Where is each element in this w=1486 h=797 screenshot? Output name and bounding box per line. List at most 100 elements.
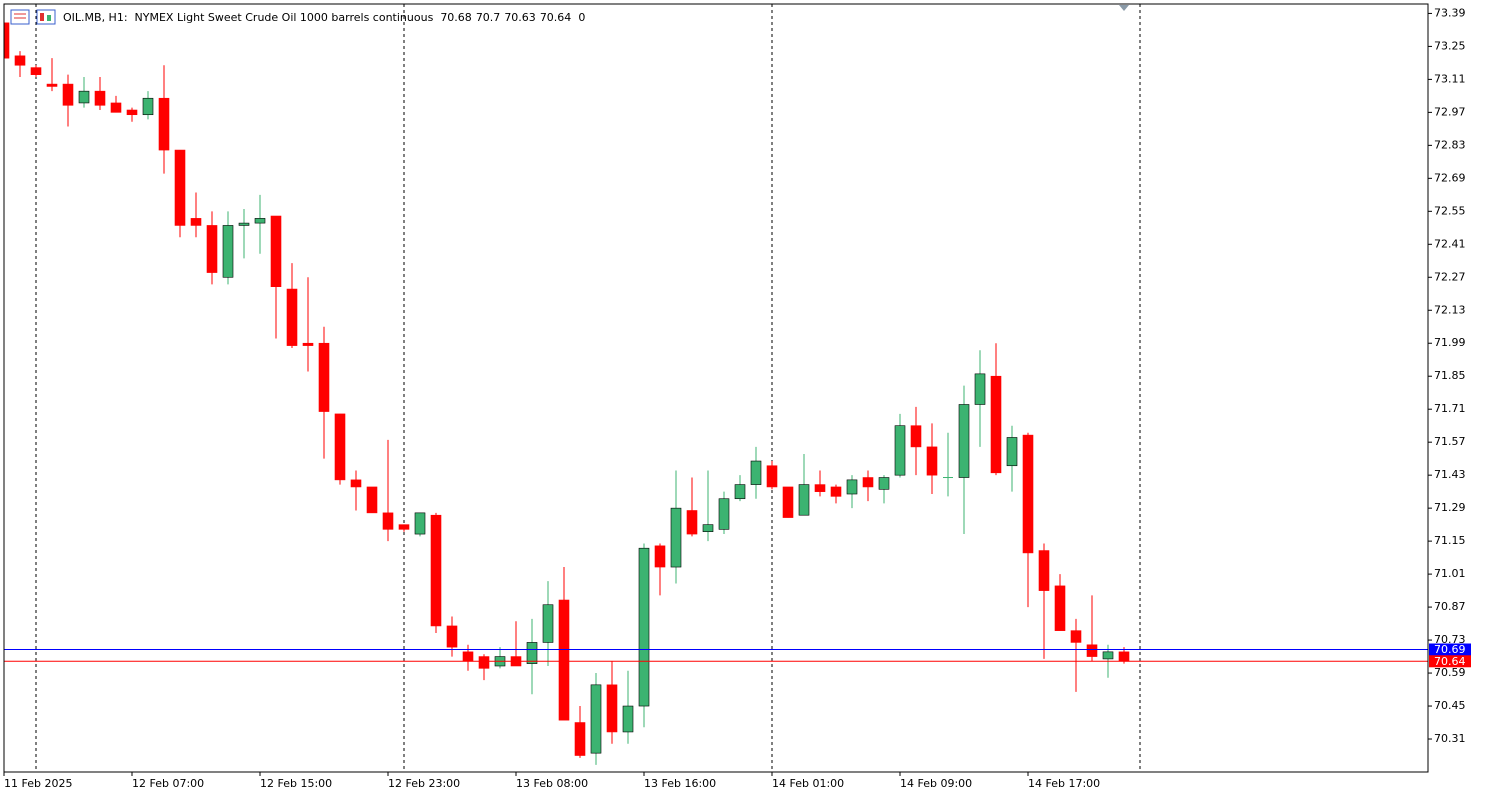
- y-tick-label: 71.71: [1434, 402, 1466, 415]
- y-tick-label: 71.29: [1434, 501, 1466, 514]
- symbol: OIL.MB, H1:: [63, 11, 128, 24]
- x-tick-label: 14 Feb 09:00: [900, 777, 972, 790]
- candle-body: [382, 512, 394, 530]
- candle-body: [334, 413, 346, 481]
- candle-body: [542, 604, 554, 643]
- candle-body: [1022, 434, 1034, 554]
- candle-body: [814, 484, 826, 492]
- candle-body: [718, 498, 730, 530]
- bid-label: 70.64: [1434, 655, 1466, 668]
- candle-body: [686, 510, 698, 535]
- shift-marker: [1119, 5, 1129, 11]
- icon: [10, 9, 30, 25]
- y-tick-label: 70.31: [1434, 732, 1466, 745]
- candle-body: [206, 225, 218, 273]
- plot: [4, 4, 1428, 772]
- candle-body: [670, 507, 682, 568]
- candle-body: [78, 90, 90, 104]
- candle-body: [526, 642, 538, 664]
- y-tick-label: 71.01: [1434, 567, 1466, 580]
- header: OIL.MB, H1: NYMEX Light Sweet Crude Oil 1…: [63, 11, 585, 24]
- candle-body: [782, 486, 794, 518]
- volume: 0: [578, 11, 585, 24]
- y-tick-label: 71.15: [1434, 534, 1466, 547]
- y-tick-label: 70.59: [1434, 666, 1466, 679]
- x-tick-label: 11 Feb 2025: [4, 777, 72, 790]
- candle-body: [766, 465, 778, 488]
- candle-body: [30, 67, 42, 75]
- y-tick-label: 71.57: [1434, 435, 1466, 448]
- candle-body: [350, 479, 362, 488]
- y-tick-label: 70.45: [1434, 699, 1466, 712]
- icon-bar: [40, 13, 44, 21]
- candle-body: [958, 404, 970, 478]
- x-tick-label: 14 Feb 01:00: [772, 777, 844, 790]
- candle-body: [222, 225, 234, 278]
- y-tick-label: 72.83: [1434, 138, 1466, 151]
- y-tick-label: 72.69: [1434, 171, 1466, 184]
- description: NYMEX Light Sweet Crude Oil 1000 barrels…: [135, 11, 434, 24]
- candle-body: [798, 484, 810, 516]
- candle-body: [414, 512, 426, 535]
- candle-body: [366, 486, 378, 514]
- candle-body: [270, 215, 282, 287]
- y-tick-label: 73.39: [1434, 6, 1466, 19]
- candle-body: [862, 477, 874, 488]
- x-tick-label: 13 Feb 08:00: [516, 777, 588, 790]
- candle-body: [878, 477, 890, 490]
- candle-body: [398, 524, 410, 530]
- y-tick-label: 73.11: [1434, 72, 1466, 85]
- candle-body: [318, 342, 330, 412]
- y-tick-label: 72.13: [1434, 303, 1466, 316]
- x-tick-label: 12 Feb 07:00: [132, 777, 204, 790]
- candle-body: [702, 524, 714, 533]
- candle-body: [94, 90, 106, 106]
- candle-body: [1118, 651, 1130, 662]
- y-tick-label: 72.97: [1434, 105, 1466, 118]
- y-tick-label: 70.87: [1434, 600, 1466, 613]
- candle-body: [254, 218, 266, 224]
- last-high: 70.7: [476, 11, 501, 24]
- candle-body: [606, 684, 618, 733]
- candle-body: [46, 83, 58, 87]
- candle-body: [654, 545, 666, 568]
- y-tick-label: 72.55: [1434, 204, 1466, 217]
- candle-body: [462, 651, 474, 662]
- candle-body: [1006, 437, 1018, 467]
- icon-bar: [47, 15, 51, 21]
- y-tick-label: 70.73: [1434, 633, 1466, 646]
- last-close: 70.64: [540, 11, 572, 24]
- candle-body: [990, 375, 1002, 474]
- candle-body: [62, 83, 74, 106]
- y-tick-label: 71.43: [1434, 468, 1466, 481]
- candle-body: [238, 222, 250, 226]
- last-low: 70.63: [504, 11, 536, 24]
- candle-body: [1086, 644, 1098, 657]
- candle-body: [574, 722, 586, 756]
- candle-body: [830, 486, 842, 497]
- candle-body: [910, 425, 922, 448]
- candle-body: [1070, 630, 1082, 643]
- candle-body: [430, 514, 442, 627]
- candle-body: [558, 599, 570, 721]
- candle-body: [4, 22, 10, 59]
- y-tick-label: 71.99: [1434, 336, 1466, 349]
- ask-label: 70.69: [1434, 643, 1466, 656]
- candle-body: [750, 460, 762, 485]
- candle-body: [110, 102, 122, 113]
- candle-body: [590, 684, 602, 754]
- candle-body: [14, 55, 26, 66]
- header-icons: [10, 9, 56, 25]
- plot-border: [3, 3, 1429, 773]
- candle-body: [894, 425, 906, 476]
- candle-body: [974, 373, 986, 405]
- candle-body: [302, 342, 314, 346]
- y-tick-label: 73.25: [1434, 39, 1466, 52]
- candle-body: [142, 97, 154, 116]
- candle-body: [1038, 550, 1050, 591]
- y-tick-label: 72.41: [1434, 237, 1466, 250]
- candle-body: [174, 149, 186, 226]
- candle-body: [926, 446, 938, 476]
